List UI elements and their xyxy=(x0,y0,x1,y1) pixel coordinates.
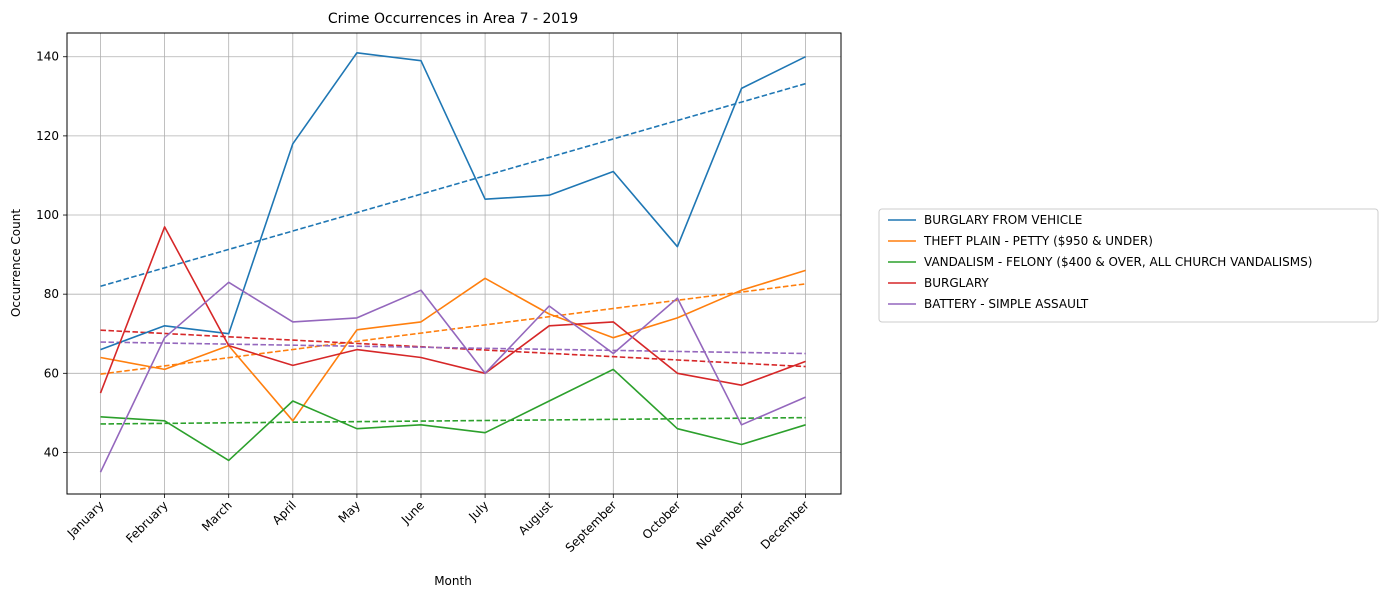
trend-lines xyxy=(100,82,806,425)
x-tick-label: October xyxy=(640,498,684,542)
series-line xyxy=(100,51,806,351)
x-tick-label: August xyxy=(516,498,556,538)
y-tick-label: 80 xyxy=(44,287,59,301)
legend-label: VANDALISM - FELONY ($400 & OVER, ALL CHU… xyxy=(924,255,1312,269)
legend-label: THEFT PLAIN - PETTY ($950 & UNDER) xyxy=(923,234,1153,248)
trend-line xyxy=(100,341,806,355)
x-tick-label: June xyxy=(398,498,427,527)
series-lines xyxy=(99,51,806,473)
trend-line xyxy=(100,283,806,375)
legend-label: BURGLARY xyxy=(924,276,989,290)
series-line xyxy=(100,269,806,422)
x-tick-label: September xyxy=(563,498,620,555)
x-tick-label: March xyxy=(199,498,235,534)
chart-title: Crime Occurrences in Area 7 - 2019 xyxy=(328,11,578,27)
y-tick-label: 60 xyxy=(44,366,59,380)
x-tick-label: February xyxy=(123,498,171,546)
y-tick-label: 100 xyxy=(36,208,59,222)
y-axis-label: Occurrence Count xyxy=(9,209,23,317)
y-tick-label: 140 xyxy=(36,50,59,64)
trend-line xyxy=(100,82,806,288)
x-tick-label: July xyxy=(465,498,491,524)
x-tick-label: April xyxy=(270,498,299,527)
legend-label: BATTERY - SIMPLE ASSAULT xyxy=(924,297,1089,311)
plot-frame xyxy=(66,32,842,495)
legend-box xyxy=(878,208,1379,323)
y-tick-label: 120 xyxy=(36,129,59,143)
trend-line xyxy=(100,416,806,425)
y-tick-label: 40 xyxy=(44,445,59,459)
series-line xyxy=(100,368,806,462)
x-tick-label: December xyxy=(758,498,812,552)
legend: BURGLARY FROM VEHICLE THEFT PLAIN - PETTY… xyxy=(878,208,1379,323)
grid-lines xyxy=(67,33,841,494)
x-tick-label: November xyxy=(694,498,748,552)
axis-ticks: January February March April May June July Augu… xyxy=(36,50,812,555)
series-line xyxy=(99,226,806,394)
x-axis-label: Month xyxy=(434,574,472,588)
legend-label: BURGLARY FROM VEHICLE xyxy=(924,213,1082,227)
x-tick-label: January xyxy=(64,498,107,541)
x-tick-label: May xyxy=(336,498,363,525)
series-line xyxy=(99,281,806,473)
